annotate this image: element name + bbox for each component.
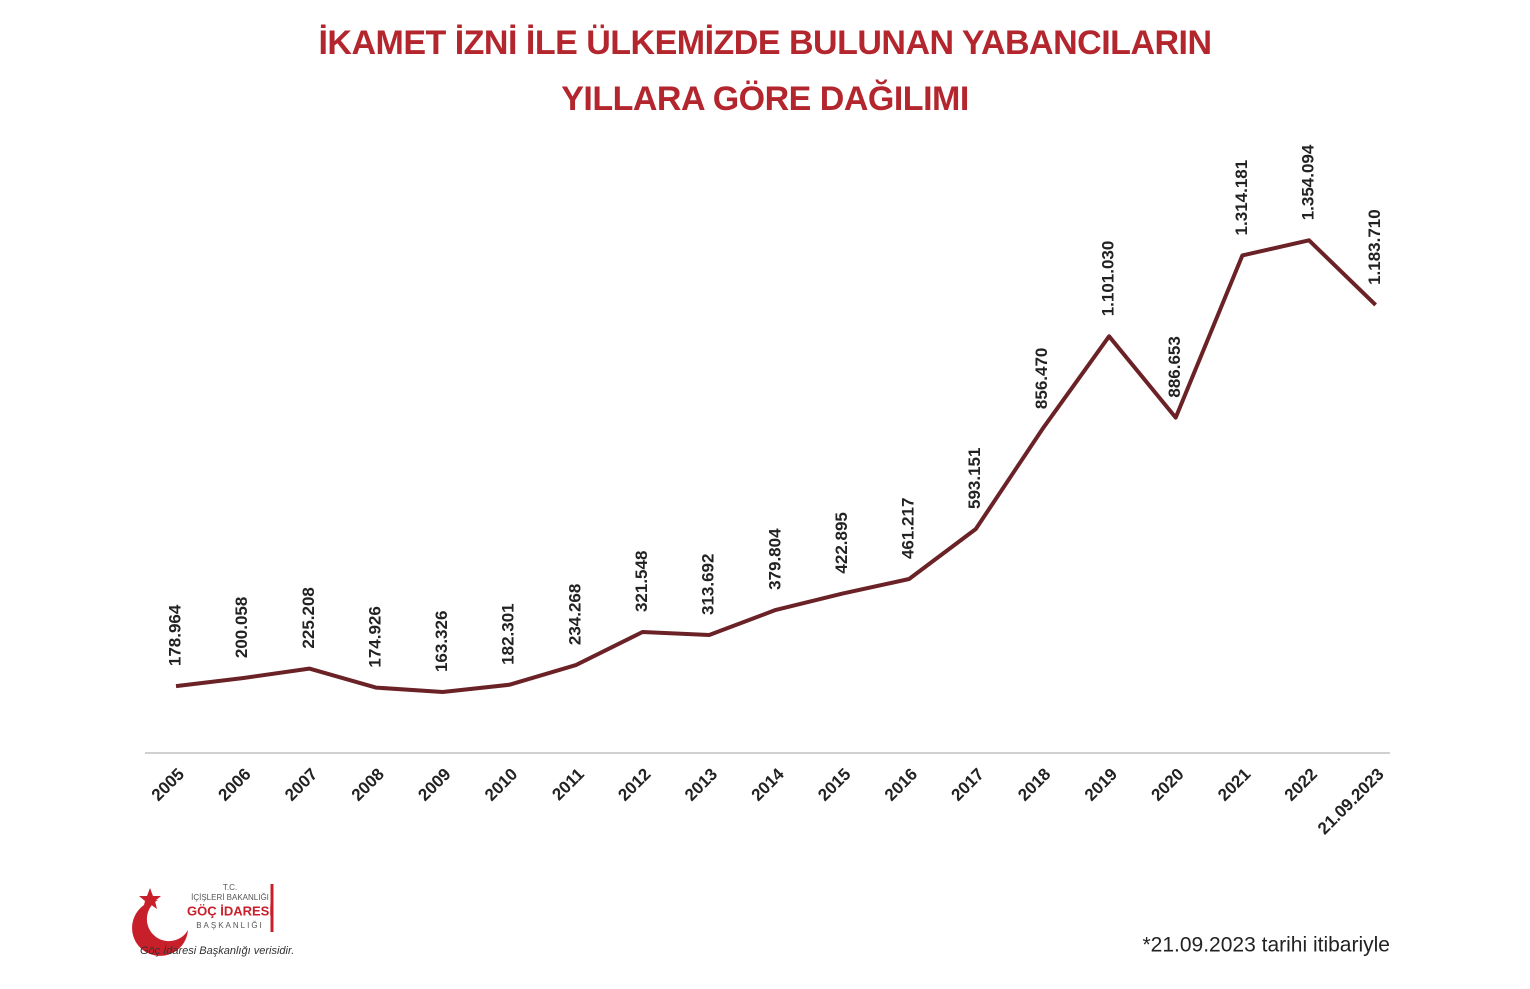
x-tick-label: 2015	[814, 765, 854, 805]
x-tick-label: 2013	[681, 765, 721, 805]
data-label: 856.470	[1032, 348, 1051, 409]
data-label: 379.804	[765, 528, 784, 590]
data-label: 163.326	[432, 611, 451, 672]
data-label: 200.058	[232, 597, 251, 658]
x-tick-label: 2011	[548, 765, 588, 805]
footnote: *21.09.2023 tarihi itibariyle	[1143, 934, 1391, 957]
x-tick-label: 2021	[1214, 765, 1254, 805]
x-tick-label: 2008	[348, 765, 388, 805]
data-label: 461.217	[899, 498, 918, 559]
x-tick-label: 2017	[948, 765, 988, 805]
x-tick-label: 2022	[1281, 765, 1321, 805]
logo-text: T.C.	[223, 883, 237, 892]
source-note: Göç İdaresi Başkanlığı verisidir.	[140, 945, 294, 957]
data-label: 1.101.030	[1099, 241, 1118, 317]
data-label: 1.314.181	[1232, 160, 1251, 236]
x-tick-label: 21.09.2023	[1314, 765, 1388, 839]
data-label: 234.268	[565, 584, 584, 645]
logo: T.C. İÇİŞLERİ BAKANLIĞI GÖÇ İDARESİ BAŞK…	[132, 883, 274, 956]
data-label: 593.151	[965, 448, 984, 509]
x-tick-label: 2019	[1081, 765, 1121, 805]
data-label: 178.964	[165, 604, 184, 666]
data-label: 174.926	[365, 606, 384, 667]
data-label: 182.301	[499, 603, 518, 664]
x-tick-label: 2018	[1014, 765, 1054, 805]
x-tick-label: 2010	[481, 765, 521, 805]
chart-title: YILLARA GÖRE DAĞILIMI	[561, 80, 969, 118]
x-tick-label: 2009	[414, 765, 454, 805]
x-tick-label: 2016	[881, 765, 921, 805]
logo-text: İÇİŞLERİ BAKANLIĞI	[191, 893, 269, 902]
logo-star	[139, 888, 161, 909]
x-tick-label: 2014	[748, 764, 789, 805]
line	[175, 238, 1377, 694]
x-tick-label: 2012	[614, 765, 654, 805]
chart-title: İKAMET İZNİ İLE ÜLKEMİZDE BULUNAN YABANC…	[318, 24, 1211, 62]
logo-crescent	[132, 900, 188, 956]
data-label: 225.208	[299, 587, 318, 648]
data-label: 313.692	[699, 554, 718, 615]
logo-text: BAŞKANLIĞI	[196, 921, 264, 930]
logo-text: GÖÇ İDARESİ	[187, 903, 273, 918]
data-label: 422.895	[832, 512, 851, 573]
data-label: 321.548	[632, 551, 651, 612]
x-tick-label: 2005	[148, 765, 188, 805]
x-tick-label: 2020	[1148, 765, 1188, 805]
data-label: 1.183.710	[1365, 209, 1384, 285]
x-tick-label: 2006	[214, 765, 254, 805]
data-label: 1.354.094	[1298, 144, 1317, 220]
data-label: 886.653	[1165, 336, 1184, 397]
x-tick-label: 2007	[281, 765, 321, 805]
